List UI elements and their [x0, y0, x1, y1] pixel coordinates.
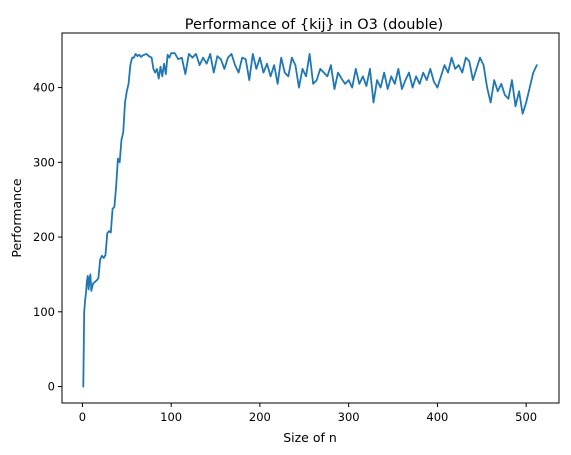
- x-tick-label: 500: [515, 410, 537, 424]
- y-tick-label: 0: [48, 380, 55, 394]
- axes-frame: [61, 32, 560, 404]
- x-tick-label: 400: [426, 410, 448, 424]
- x-axis: 0 100 200 300 400 500: [79, 403, 537, 424]
- y-tick-label: 100: [33, 305, 55, 319]
- y-axis: 0 100 200 300 400: [33, 81, 62, 394]
- y-tick-label: 400: [33, 81, 55, 95]
- y-tick-label: 300: [33, 155, 55, 169]
- plot-area: [82, 52, 538, 388]
- x-tick-label: 100: [160, 410, 182, 424]
- x-axis-label: Size of n: [283, 430, 337, 445]
- chart-title: Performance of {kij} in O3 (double): [185, 17, 443, 33]
- y-axis-label: Performance: [9, 178, 24, 258]
- y-tick-label: 200: [33, 230, 55, 244]
- x-tick-label: 200: [249, 410, 271, 424]
- series-line: [82, 52, 538, 388]
- x-tick-label: 300: [338, 410, 360, 424]
- x-tick-label: 0: [79, 410, 86, 424]
